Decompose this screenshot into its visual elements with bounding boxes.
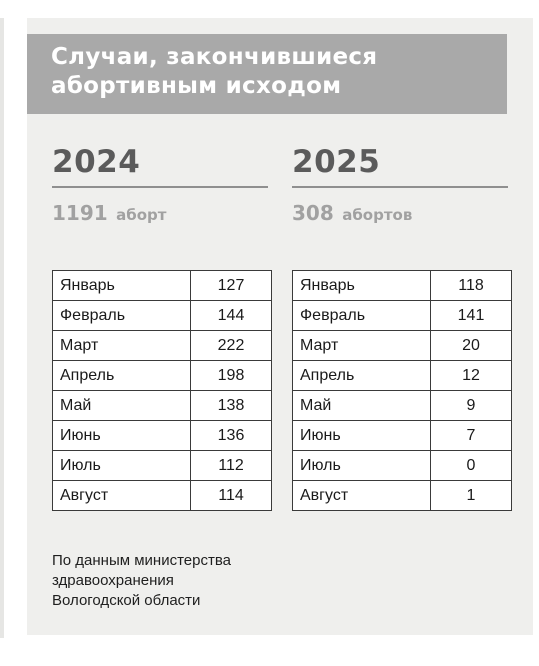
value-cell: 0 [430, 450, 512, 481]
table-row: Июнь 136 [52, 420, 272, 451]
month-cell: Февраль [292, 300, 431, 331]
total-unit: аборт [116, 206, 167, 224]
table-row: Апрель 198 [52, 360, 272, 391]
month-cell: Май [292, 390, 431, 421]
value-cell: 198 [190, 360, 272, 391]
month-cell: Июнь [292, 420, 431, 451]
month-cell: Март [292, 330, 431, 361]
month-cell: Август [52, 480, 191, 511]
month-cell: Апрель [292, 360, 431, 391]
table-row: Январь 118 [292, 270, 512, 301]
table-row: Июнь 7 [292, 420, 512, 451]
monthly-table-2025: Январь 118 Февраль 141 Март 20 Апрель 12 Май… [292, 270, 512, 511]
source-line: По данным министерства [52, 552, 231, 569]
value-cell: 118 [430, 270, 512, 301]
month-cell: Январь [292, 270, 431, 301]
total-count: 308 абортов [292, 201, 508, 225]
value-cell: 7 [430, 420, 512, 451]
month-cell: Февраль [52, 300, 191, 331]
table-row: Июль 112 [52, 450, 272, 481]
year-block-2024: 2024 1191 аборт [52, 142, 268, 225]
table-row: Июль 0 [292, 450, 512, 481]
page-title: Случаи, закончившиеся абортивным исходом [51, 44, 378, 99]
table-row: Август 1 [292, 480, 512, 511]
divider [292, 186, 508, 188]
year-label: 2025 [292, 144, 381, 180]
divider [52, 186, 268, 188]
value-cell: 1 [430, 480, 512, 511]
value-cell: 9 [430, 390, 512, 421]
table-row: Март 222 [52, 330, 272, 361]
value-cell: 114 [190, 480, 272, 511]
table-row: Август 114 [52, 480, 272, 511]
value-cell: 127 [190, 270, 272, 301]
table-row: Май 9 [292, 390, 512, 421]
left-margin-line [0, 18, 4, 638]
monthly-table-2024: Январь 127 Февраль 144 Март 222 Апрель 198 М… [52, 270, 272, 511]
month-cell: Май [52, 390, 191, 421]
total-unit: абортов [342, 206, 413, 224]
value-cell: 222 [190, 330, 272, 361]
month-cell: Июнь [52, 420, 191, 451]
source-line: Вологодской области [52, 592, 201, 609]
source-note: По данным министерства здравоохранения В… [52, 551, 312, 611]
total-count: 1191 аборт [52, 201, 268, 225]
total-number: 1191 [52, 201, 108, 225]
value-cell: 20 [430, 330, 512, 361]
table-row: Март 20 [292, 330, 512, 361]
source-line: здравоохранения [52, 572, 174, 589]
month-cell: Январь [52, 270, 191, 301]
table-row: Апрель 12 [292, 360, 512, 391]
table-row: Май 138 [52, 390, 272, 421]
table-row: Февраль 141 [292, 300, 512, 331]
month-cell: Апрель [52, 360, 191, 391]
value-cell: 112 [190, 450, 272, 481]
header-banner: Случаи, закончившиеся абортивным исходом [27, 34, 507, 114]
year-block-2025: 2025 308 абортов [292, 142, 508, 225]
value-cell: 12 [430, 360, 512, 391]
month-cell: Март [52, 330, 191, 361]
year-label: 2024 [52, 144, 141, 180]
value-cell: 136 [190, 420, 272, 451]
table-row: Январь 127 [52, 270, 272, 301]
value-cell: 144 [190, 300, 272, 331]
month-cell: Июль [292, 450, 431, 481]
value-cell: 141 [430, 300, 512, 331]
total-number: 308 [292, 201, 334, 225]
month-cell: Август [292, 480, 431, 511]
month-cell: Июль [52, 450, 191, 481]
table-row: Февраль 144 [52, 300, 272, 331]
value-cell: 138 [190, 390, 272, 421]
